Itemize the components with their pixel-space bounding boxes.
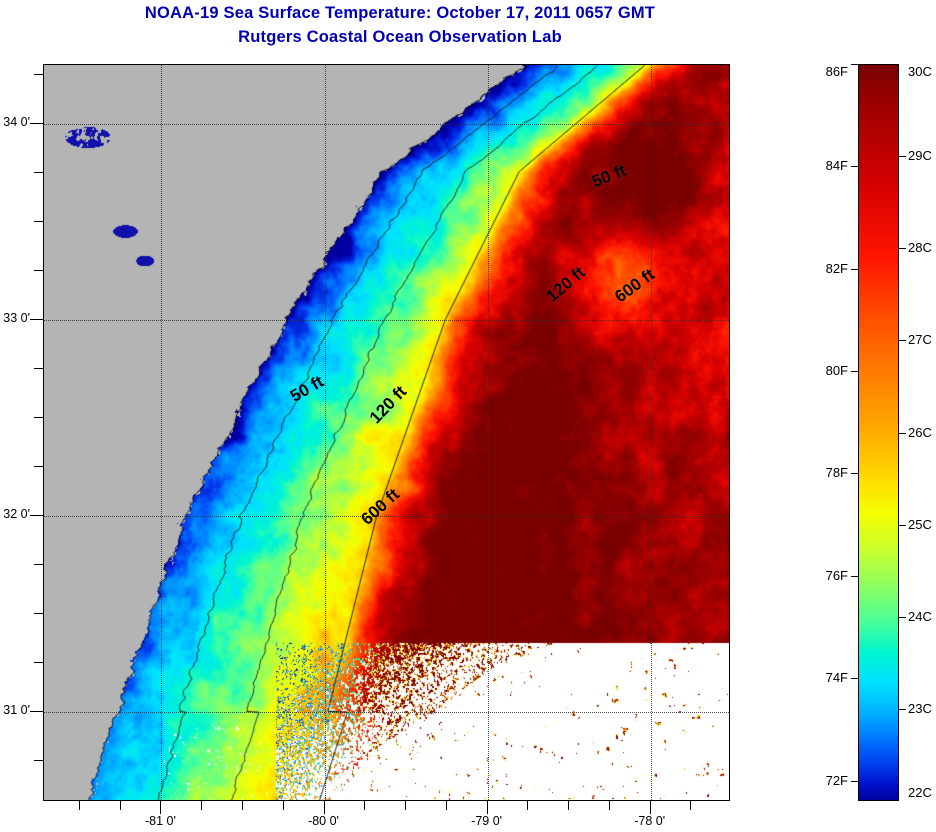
longitude-label: -79 0' [471, 814, 503, 828]
colorbar-tick-fahrenheit [851, 473, 858, 475]
colorbar-label-celsius: 23C [908, 700, 932, 716]
colorbar-tick-fahrenheit [851, 575, 858, 577]
longitude-minor-tick [527, 801, 529, 810]
colorbar-tick-celsius [899, 432, 906, 434]
longitude-minor-tick [282, 801, 284, 810]
colorbar-label-fahrenheit: 84F [825, 158, 848, 174]
colorbar-label-fahrenheit: 78F [825, 465, 848, 481]
colorbar-tick-celsius [899, 524, 906, 526]
sst-map-plot: 50 ft 120 ft 600 ft 50 ft 120 ft 600 ft [43, 64, 730, 801]
colorbar-tick-fahrenheit [851, 268, 858, 270]
colorbar-tick-fahrenheit [851, 166, 858, 168]
latitude-minor-tick [34, 759, 43, 761]
longitude-major-tick [323, 801, 325, 814]
latitude-major-tick [30, 710, 43, 712]
longitude-major-tick [649, 801, 651, 814]
longitude-minor-tick [119, 801, 121, 810]
latitude-minor-tick [34, 563, 43, 565]
sst-raster [44, 65, 729, 800]
colorbar-tick-celsius [899, 616, 906, 618]
latitude-major-tick [30, 122, 43, 124]
temperature-colorbar: 30C 29C 28C 27C 26C 25C 24C 23C 22C 86F 84F 82F 80F… [826, 64, 932, 801]
colorbar-label-celsius: 27C [908, 332, 932, 348]
colorbar-tick-celsius [899, 708, 906, 710]
colorbar-label-celsius: 26C [908, 424, 932, 440]
colorbar-label-fahrenheit: 74F [825, 670, 848, 686]
latitude-label: 34 0' [3, 114, 30, 129]
latitude-minor-tick [34, 465, 43, 467]
colorbar-tick-celsius [899, 340, 906, 342]
colorbar-tick-fahrenheit [851, 678, 858, 680]
longitude-label: -81 0' [144, 814, 176, 828]
longitude-label: -78 0' [634, 814, 666, 828]
longitude-minor-tick [568, 801, 570, 810]
latitude-major-tick [30, 318, 43, 320]
colorbar-tick-fahrenheit [851, 371, 858, 373]
colorbar-label-fahrenheit: 86F [825, 64, 848, 79]
colorbar-label-fahrenheit: 80F [825, 363, 848, 379]
colorbar-label-fahrenheit: 82F [825, 260, 848, 276]
longitude-minor-tick [201, 801, 203, 810]
colorbar-label-fahrenheit: 72F [825, 772, 848, 788]
colorbar-tick-celsius [899, 156, 906, 158]
page-title: NOAA-19 Sea Surface Temperature: October… [144, 4, 656, 22]
latitude-minor-tick [34, 220, 43, 222]
page-subtitle: Rutgers Coastal Ocean Observation Lab [238, 28, 562, 46]
latitude-major-tick [30, 514, 43, 516]
colorbar-tick-celsius [899, 248, 906, 250]
colorbar-tick-fahrenheit [851, 780, 858, 782]
longitude-minor-tick [364, 801, 366, 810]
longitude-major-tick [486, 801, 488, 814]
colorbar-label-celsius: 25C [908, 516, 932, 532]
longitude-minor-tick [608, 801, 610, 810]
colorbar-label-celsius: 22C [908, 785, 932, 800]
longitude-minor-tick [241, 801, 243, 810]
latitude-label: 32 0' [3, 506, 30, 521]
latitude-minor-tick [34, 171, 43, 173]
colorbar-gradient [858, 64, 899, 801]
latitude-minor-tick [34, 661, 43, 663]
longitude-major-tick [160, 801, 162, 814]
latitude-label: 33 0' [3, 310, 30, 325]
latitude-label: 31 0' [3, 702, 30, 717]
colorbar-label-celsius: 30C [908, 64, 932, 79]
latitude-minor-tick [34, 612, 43, 614]
latitude-minor-tick [34, 269, 43, 271]
colorbar-label-fahrenheit: 76F [825, 567, 848, 583]
latitude-minor-tick [34, 73, 43, 75]
colorbar-label-celsius: 28C [908, 240, 932, 256]
longitude-minor-tick [690, 801, 692, 810]
latitude-minor-tick [34, 416, 43, 418]
colorbar-label-celsius: 24C [908, 608, 932, 624]
colorbar-label-celsius: 29C [908, 148, 932, 164]
longitude-minor-tick [78, 801, 80, 810]
longitude-minor-tick [445, 801, 447, 810]
longitude-minor-tick [405, 801, 407, 810]
colorbar-tick-fahrenheit [851, 64, 858, 65]
longitude-label: -80 0' [308, 814, 339, 828]
latitude-minor-tick [34, 367, 43, 369]
